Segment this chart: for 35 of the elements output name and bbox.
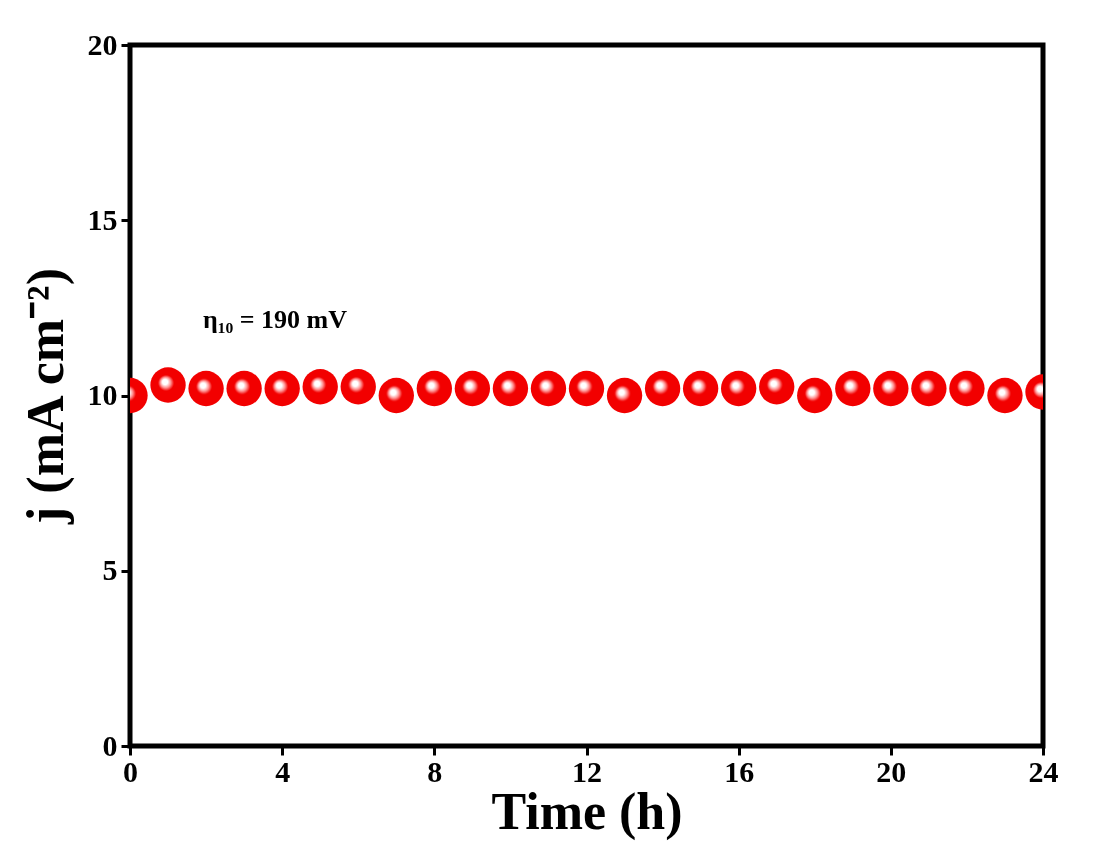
x-tick-label: 16 — [724, 754, 755, 788]
point — [949, 370, 985, 407]
point — [797, 377, 833, 414]
point — [416, 370, 453, 407]
y-tick-label: 10 — [87, 378, 118, 411]
point — [492, 370, 529, 407]
point — [530, 370, 567, 407]
y-tick-label: 0 — [102, 728, 118, 762]
x-tick-label: 24 — [1028, 754, 1059, 788]
point — [911, 370, 947, 407]
annotation: η₁₀ = 190 mV — [202, 305, 348, 334]
y-axis-title: j (mA cm⁻²) — [16, 268, 75, 525]
y-tick-label: 20 — [87, 27, 118, 61]
y-tick-label: 15 — [87, 202, 118, 236]
point — [720, 370, 757, 407]
point — [835, 370, 871, 407]
point — [873, 370, 909, 407]
point — [302, 369, 338, 405]
point — [759, 369, 795, 405]
x-tick-label: 4 — [275, 754, 291, 788]
point — [188, 370, 224, 407]
point — [226, 370, 262, 407]
point — [150, 367, 186, 403]
point — [454, 370, 491, 407]
x-tick-label: 8 — [427, 754, 443, 788]
point — [644, 370, 681, 407]
x-tick-label: 20 — [876, 754, 907, 788]
point — [378, 377, 414, 414]
point — [682, 370, 719, 407]
point — [264, 370, 300, 407]
point — [606, 377, 643, 414]
point — [340, 369, 376, 405]
point — [987, 377, 1023, 414]
y-tick-label: 5 — [102, 553, 118, 587]
point — [568, 370, 605, 407]
